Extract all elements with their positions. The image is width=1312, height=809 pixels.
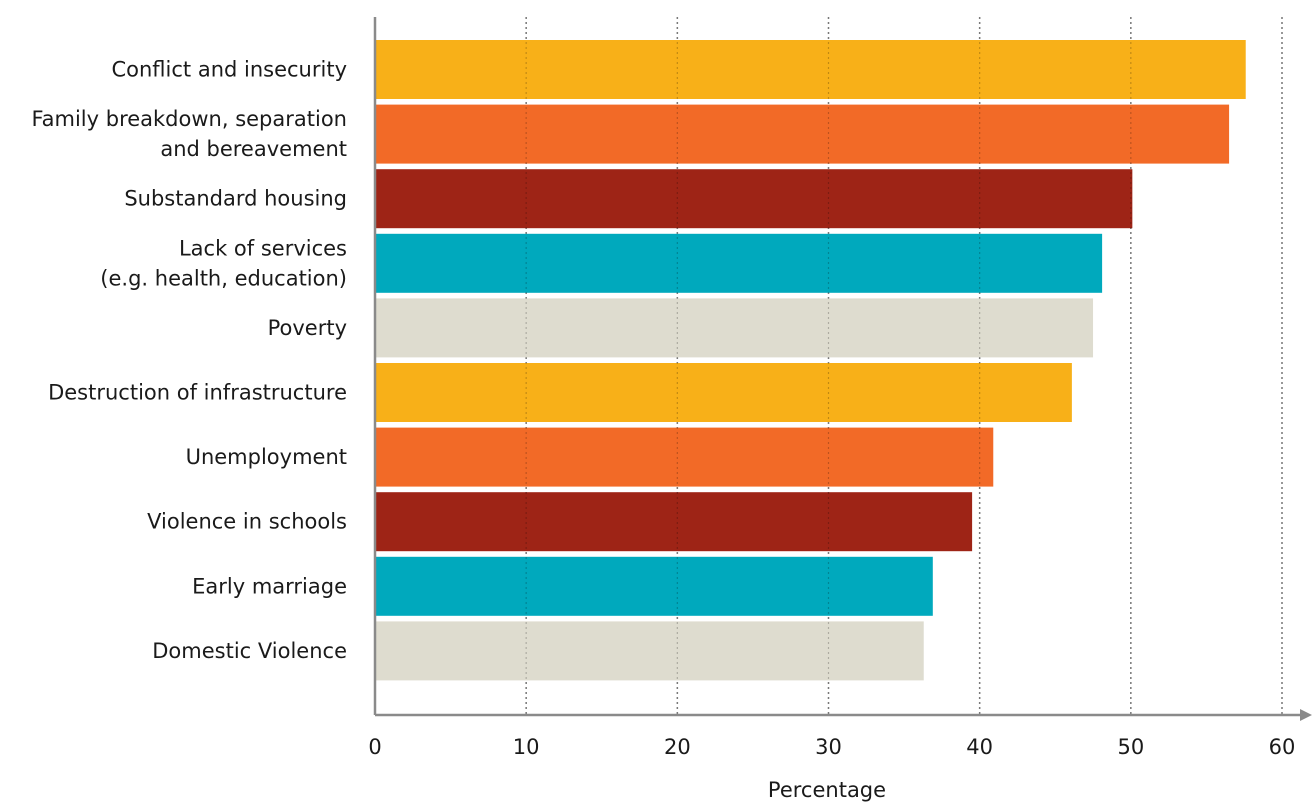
bar — [375, 169, 1133, 229]
category-label-line: Unemployment — [186, 445, 347, 469]
x-tick-label: 0 — [368, 735, 381, 759]
bar — [375, 492, 973, 552]
bar — [375, 427, 994, 487]
category-label: Violence in schools — [147, 510, 347, 534]
category-label-line: Substandard housing — [124, 187, 347, 211]
category-label: Destruction of infrastructure — [48, 381, 347, 405]
x-tick-label: 50 — [1117, 735, 1144, 759]
bar — [375, 298, 1094, 358]
bars-layer — [375, 40, 1246, 681]
bar — [375, 104, 1230, 164]
gridline-overlay-layer — [525, 17, 1283, 715]
category-label-line: (e.g. health, education) — [100, 266, 347, 290]
category-label: Unemployment — [186, 445, 347, 469]
category-label: Conflict and insecurity — [111, 58, 347, 82]
category-label-line: Conflict and insecurity — [111, 58, 347, 82]
category-labels-layer: Conflict and insecurity Family breakdown,… — [31, 58, 347, 663]
x-axis-arrowhead — [1300, 709, 1312, 721]
category-label-line: Early marriage — [192, 574, 347, 598]
category-label: Lack of services (e.g. health, education) — [100, 236, 347, 290]
category-label: Poverty — [268, 316, 347, 340]
x-axis-title: Percentage — [768, 778, 886, 802]
bar — [375, 363, 1072, 422]
axes-layer — [373, 17, 1312, 721]
x-tick-label: 30 — [815, 735, 842, 759]
category-label-line: Destruction of infrastructure — [48, 381, 347, 405]
category-label: Family breakdown, separation and bereavem… — [31, 107, 347, 161]
bar — [375, 40, 1246, 99]
category-label-line: Lack of services — [179, 236, 347, 260]
bar — [375, 621, 924, 681]
category-label-line: Domestic Violence — [152, 639, 347, 663]
bar — [375, 556, 933, 616]
category-label: Substandard housing — [124, 187, 347, 211]
x-tick-label: 20 — [664, 735, 691, 759]
x-tick-label: 10 — [513, 735, 540, 759]
x-tick-labels-layer: 0 10 20 30 40 50 60 — [368, 735, 1295, 759]
category-label: Domestic Violence — [152, 639, 347, 663]
category-label-line: and bereavement — [160, 137, 347, 161]
x-tick-label: 60 — [1269, 735, 1296, 759]
category-label-line: Poverty — [268, 316, 347, 340]
category-label-line: Violence in schools — [147, 510, 347, 534]
bar — [375, 233, 1103, 293]
category-label-line: Family breakdown, separation — [31, 107, 347, 131]
x-tick-label: 40 — [966, 735, 993, 759]
category-label: Early marriage — [192, 574, 347, 598]
